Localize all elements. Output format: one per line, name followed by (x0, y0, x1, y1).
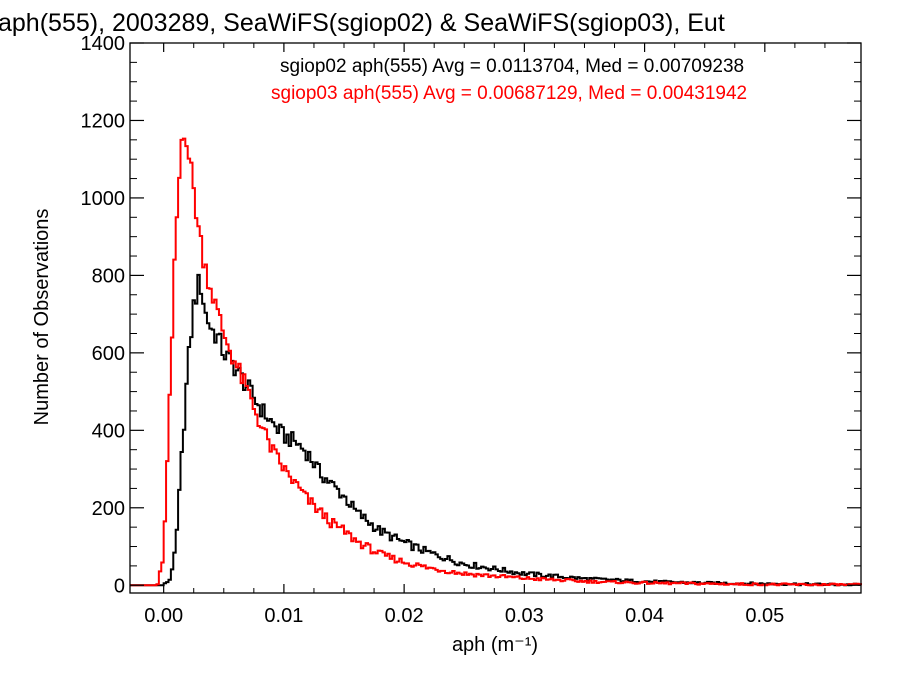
x-tick-label: 0.04 (625, 605, 664, 627)
y-tick-label: 800 (92, 265, 125, 287)
legend-entry-sgiop02: sgiop02 aph(555) Avg = 0.0113704, Med = … (280, 56, 744, 77)
y-tick-label: 400 (92, 420, 125, 442)
x-tick-label: 0.02 (385, 605, 424, 627)
plot-area: 0.00 0.01 0.02 0.03 0.04 0.05 0 200 400 600 800 100… (81, 33, 862, 627)
plot-frame (129, 42, 862, 594)
legend-entry-sgiop03: sgiop03 aph(555) Avg = 0.00687129, Med =… (271, 83, 747, 104)
x-axis-label: aph (m⁻¹) (452, 634, 538, 656)
y-tick-label: 0 (114, 575, 125, 597)
chart-title: aph(555), 2003289, SeaWiFS(sgiop02) & Se… (0, 9, 725, 37)
x-tick-label: 0.05 (745, 605, 784, 627)
y-tick-label: 1400 (81, 33, 126, 55)
x-tick-label: 0.00 (144, 605, 183, 627)
x-tick-label: 0.03 (505, 605, 544, 627)
series-layer (130, 137, 862, 587)
y-tick-label: 1200 (81, 110, 126, 132)
y-axis-label: Number of Observations (31, 209, 53, 426)
x-tick-label: 0.01 (264, 605, 303, 627)
series-line-sgiop03 (130, 137, 862, 587)
y-tick-label: 200 (92, 498, 125, 520)
tick-layer: 0.00 0.01 0.02 0.03 0.04 0.05 0 200 400 600 800 100… (81, 33, 861, 627)
series-line-sgiop02 (130, 273, 862, 587)
y-tick-label: 600 (92, 343, 125, 365)
y-tick-label: 1000 (81, 188, 126, 210)
